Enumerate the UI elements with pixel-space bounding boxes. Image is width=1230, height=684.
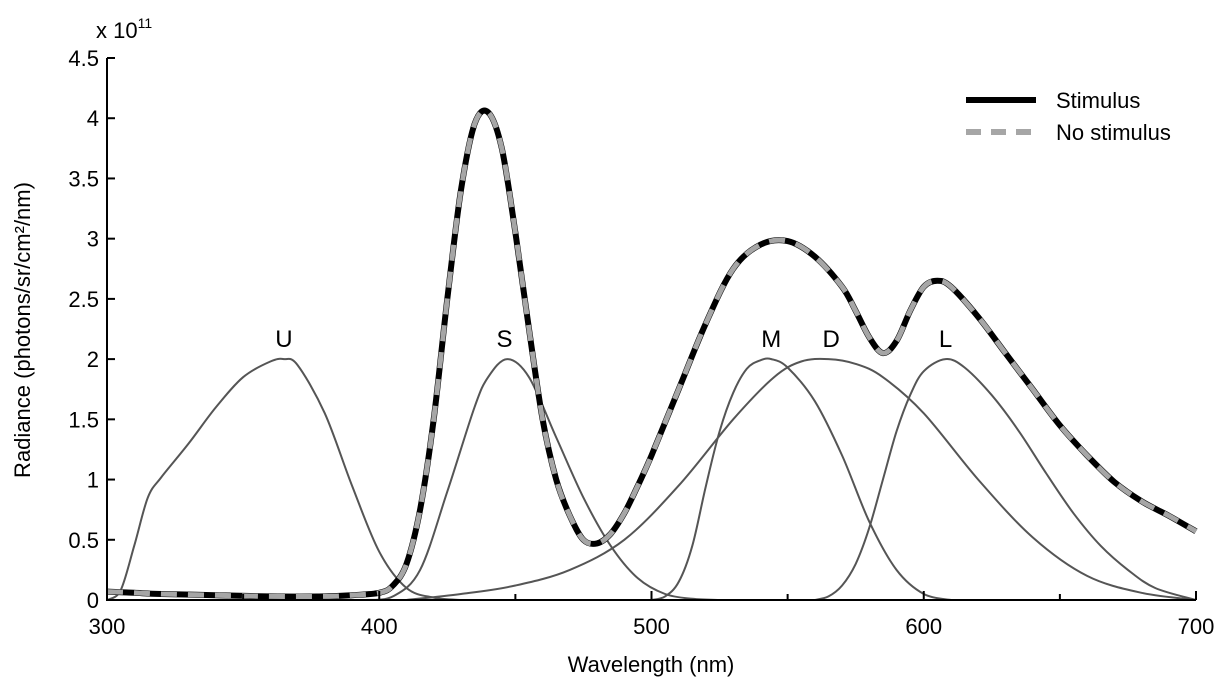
y-multiplier: x 1011: [96, 15, 152, 43]
y-tick-label: 4.5: [68, 46, 99, 71]
sensitivity-curves: [106, 357, 1197, 601]
sensitivity-curve-l: [814, 358, 1197, 601]
x-tick-label: 300: [89, 614, 126, 639]
x-tick-label: 700: [1178, 614, 1215, 639]
sensitivity-curve-d: [406, 357, 1197, 601]
y-axis-label: Radiance (photons/sr/cm²/nm): [10, 182, 35, 478]
y-tick-label: 2.5: [68, 287, 99, 312]
y-tick-label: 0: [87, 588, 99, 613]
sensitivity-curve-m: [651, 357, 952, 601]
y-tick-label: 1: [87, 468, 99, 493]
series-line-no-stimulus: [106, 108, 1198, 600]
curve-label-m: M: [761, 326, 781, 353]
legend-label-stimulus: Stimulus: [1056, 88, 1140, 113]
y-tick-label: 3.5: [68, 166, 99, 191]
y-tick-label: 0.5: [68, 528, 99, 553]
axes: [106, 58, 1196, 601]
legend-label-no-stimulus: No stimulus: [1056, 120, 1171, 145]
legend: Stimulus No stimulus: [966, 88, 1171, 145]
x-tick-label: 600: [905, 614, 942, 639]
curve-label-d: D: [823, 326, 840, 353]
series-line-stimulus: [106, 107, 1198, 600]
curve-label-u: U: [275, 326, 292, 353]
y-tick-label: 4: [87, 106, 99, 131]
x-ticks: 300 400 500 600 700: [89, 591, 1215, 639]
x-tick-label: 400: [361, 614, 398, 639]
sensitivity-curve-u: [106, 357, 461, 601]
curve-label-l: L: [939, 326, 952, 353]
y-tick-label: 3: [87, 227, 99, 252]
y-ticks: 0 0.5 1 1.5 2 2.5 3 3.5 4 4.5: [68, 46, 115, 613]
sensitivity-curve-s: [365, 358, 720, 601]
curve-label-s: S: [496, 326, 512, 353]
y-tick-label: 1.5: [68, 407, 99, 432]
x-axis-label: Wavelength (nm): [568, 652, 735, 677]
y-tick-label: 2: [87, 347, 99, 372]
y-multiplier-exponent: 11: [138, 15, 153, 31]
radiance-series: [106, 107, 1198, 600]
x-tick-label: 500: [633, 614, 670, 639]
